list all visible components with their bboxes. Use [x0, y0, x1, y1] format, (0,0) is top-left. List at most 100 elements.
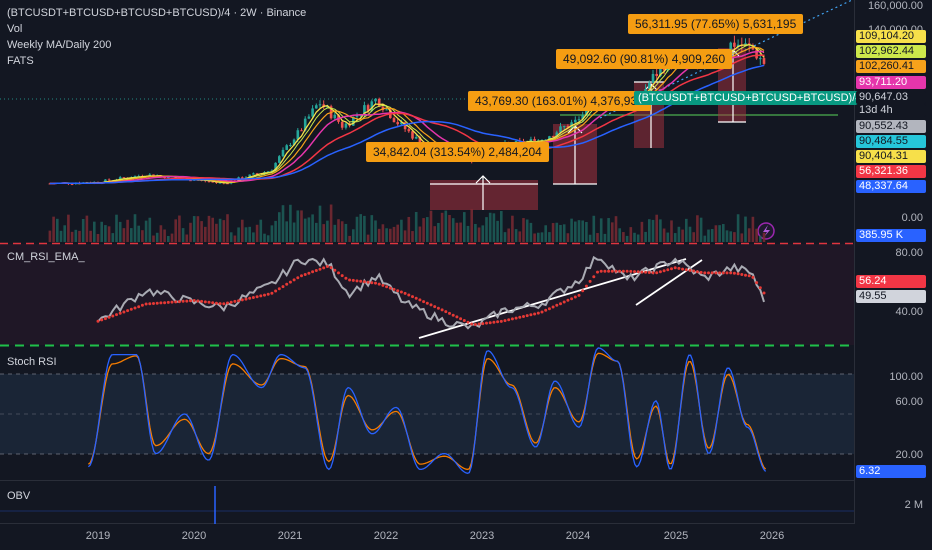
volume-bar: [144, 220, 148, 242]
rsi-ema-dot: [559, 302, 562, 306]
rsi-ema-dot: [732, 271, 736, 275]
volume-bar: [366, 234, 370, 242]
candle: [385, 109, 388, 111]
price-tag-4: 90,647.03: [856, 91, 926, 104]
rsi-ema-dot: [758, 286, 762, 290]
rsi-ema-dot: [189, 299, 192, 303]
measure-label-2[interactable]: 49,092.60 (90.81%) 4,909,260: [556, 49, 733, 69]
measure-label-4[interactable]: 34,842.04 (313.54%) 2,484,204: [366, 142, 549, 162]
volume-bar: [670, 220, 673, 242]
indicator-fats[interactable]: FATS: [7, 55, 34, 67]
candle: [355, 115, 359, 117]
volume-bar: [215, 223, 218, 242]
volume-bar: [562, 224, 566, 242]
volume-bar: [192, 216, 196, 242]
volume-bar: [448, 215, 451, 242]
volume-bar: [241, 219, 244, 242]
rsi-ema-dot: [636, 270, 640, 274]
rsi-ema-dot: [248, 296, 252, 300]
rsi-ema-dot: [263, 293, 266, 297]
candle: [414, 137, 418, 139]
volume-bar: [555, 222, 559, 242]
rsi-ema-dot: [296, 276, 300, 280]
measure-label-1[interactable]: 56,311.95 (77.65%) 5,631,195: [628, 14, 804, 34]
price-tag-0: 109,104.20: [856, 30, 926, 43]
volume-bar: [611, 222, 614, 242]
candle: [544, 139, 547, 141]
measure-label-3[interactable]: 43,769.30 (163.01%) 4,376,930: [468, 91, 651, 111]
volume-bar: [307, 217, 311, 242]
rsi-ema-dot: [140, 303, 144, 307]
volume-bar: [696, 215, 699, 242]
rsi-ema-dot: [529, 313, 533, 317]
candle: [300, 130, 303, 132]
rsi-ema-dot: [451, 313, 455, 317]
rsi-pane-label[interactable]: CM_RSI_EMA_: [7, 251, 85, 263]
stoch-pane-label[interactable]: Stoch RSI: [7, 356, 57, 368]
candle: [729, 42, 732, 53]
volume-bar: [377, 228, 381, 242]
volume-bar: [411, 231, 414, 242]
volume-bar: [326, 220, 329, 242]
indicator-vol[interactable]: Vol: [7, 23, 23, 35]
volume-bar: [167, 235, 170, 242]
volume-bar: [222, 220, 226, 242]
candle: [344, 123, 348, 128]
rsi-ema-dot: [174, 300, 178, 304]
rsi-ema-dot: [218, 302, 222, 306]
rsi-ema-dot: [688, 268, 692, 272]
measure-zone-1[interactable]: [430, 180, 538, 210]
volume-bar: [477, 227, 481, 242]
volume-bar: [133, 214, 137, 242]
volume-bar: [599, 218, 603, 242]
volume-bar: [429, 210, 433, 242]
rsi-ema-dot: [640, 270, 644, 274]
volume-bar: [437, 222, 440, 242]
volume-bar: [470, 208, 473, 242]
volume-bar: [585, 221, 588, 242]
candle: [122, 177, 126, 179]
volume-bar: [414, 211, 418, 242]
symbol-badge[interactable]: (BTCUSDT+BTCUSD+BTCUSD+BTCUSD)/4: [634, 91, 866, 105]
rsi-ema-dot: [137, 305, 141, 309]
volume-bar: [67, 214, 70, 242]
rsi-ema-dot: [237, 299, 241, 303]
rsi-ema-dot: [122, 310, 126, 314]
rsi-ema-dot: [403, 291, 407, 295]
volume-bar: [503, 232, 507, 242]
indicator-weekly-ma[interactable]: Weekly MA/Daily 200: [7, 39, 112, 51]
volume-bar: [659, 219, 662, 242]
volume-bar: [237, 227, 240, 242]
volume-bar: [707, 229, 710, 242]
volume-bar: [274, 220, 277, 242]
lightning-icon[interactable]: [757, 222, 775, 240]
obv-pane-label[interactable]: OBV: [7, 490, 31, 502]
rsi-ema-dot: [633, 270, 636, 274]
rsi-ema-dot: [510, 317, 514, 321]
volume-bar: [56, 218, 59, 242]
rsi-ema-dot: [200, 299, 204, 303]
rsi-ema-dot: [259, 294, 263, 298]
volume-bar: [751, 216, 755, 242]
rsi-ema-dot: [473, 323, 477, 326]
volume-bar: [440, 212, 444, 242]
rsi-ema-dot: [695, 270, 699, 274]
candle: [285, 145, 288, 150]
volume-bar: [492, 213, 496, 242]
volume-bar: [759, 235, 762, 242]
rsi-ema-dot: [192, 299, 196, 302]
volume-bar: [692, 232, 695, 242]
price-tag-1: 102,962.44: [856, 45, 926, 58]
rsi-ema-dot: [144, 302, 148, 306]
price-tag-10: 48,337.64: [856, 180, 926, 193]
volume-bar: [111, 233, 115, 242]
candle: [70, 183, 74, 185]
rsi-ema-dot: [233, 299, 237, 303]
volume-bar: [244, 227, 248, 242]
rsi-ema-dot: [577, 293, 581, 297]
volume-bar: [500, 211, 503, 242]
rsi-ema-dot: [721, 271, 725, 275]
symbol-title[interactable]: (BTCUSDT+BTCUSD+BTCUSD+BTCUSD)/4 · 2W · …: [7, 7, 307, 19]
volume-bar: [178, 215, 181, 242]
